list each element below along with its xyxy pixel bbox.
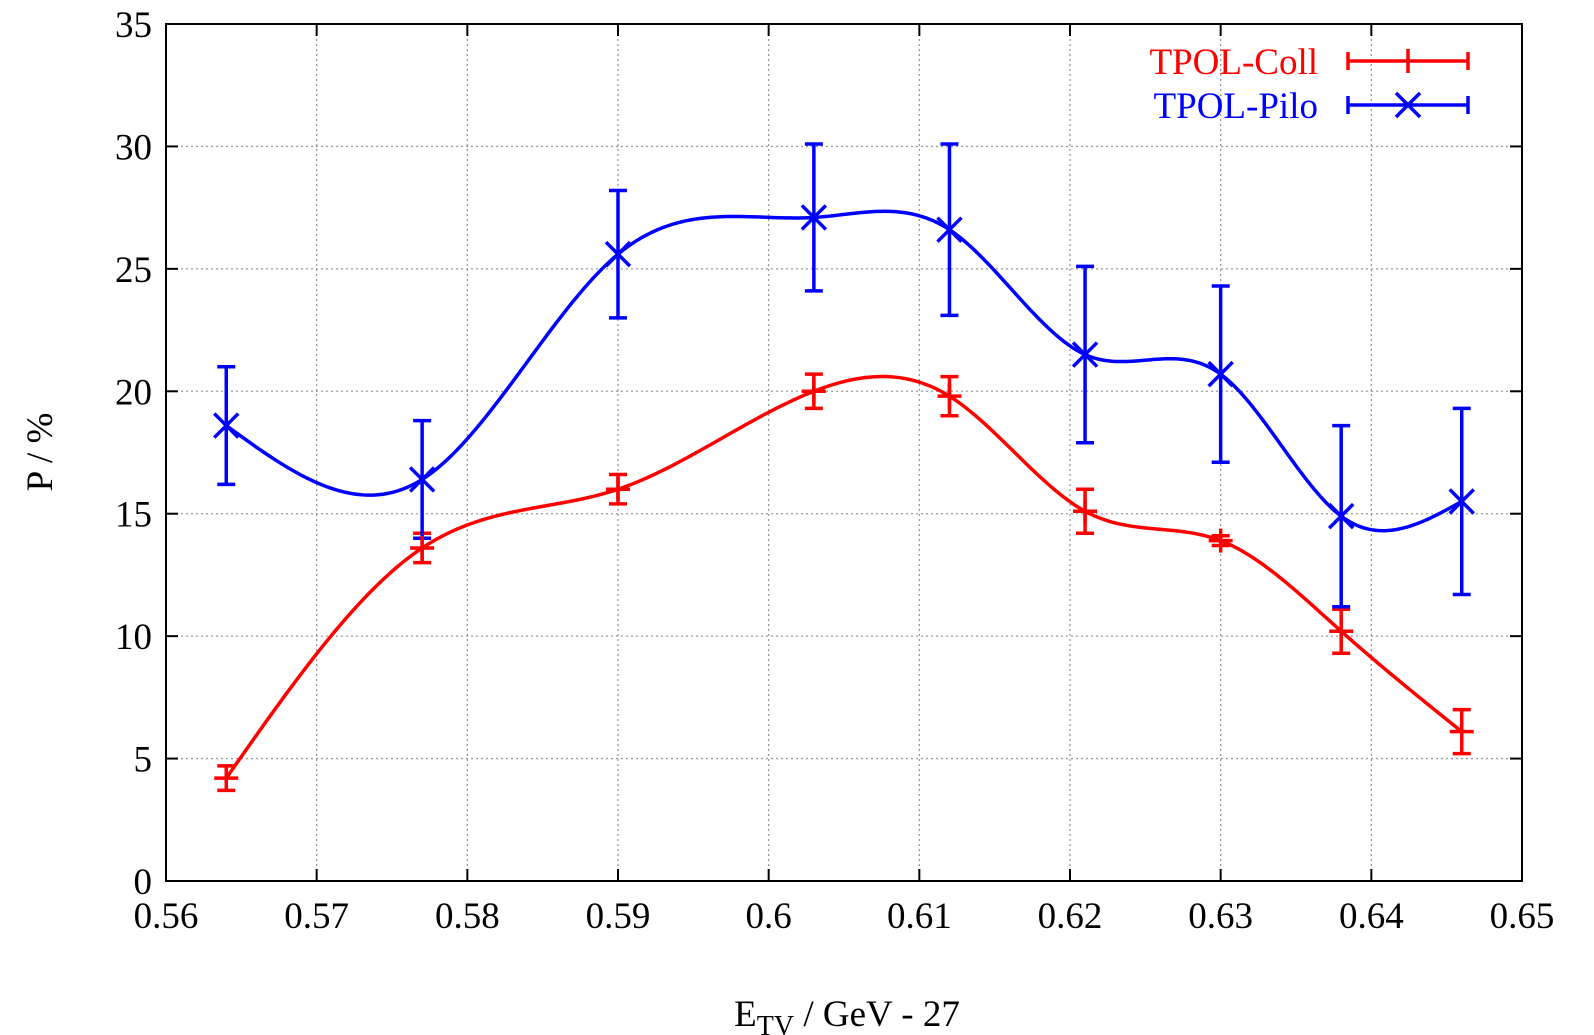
data-point-plus — [937, 384, 962, 409]
data-point-cross — [1207, 360, 1234, 388]
x-axis-label-main: E — [734, 994, 757, 1035]
y-axis-label: P / % — [20, 413, 61, 492]
data-point-cross — [408, 466, 436, 493]
x-tick-label: 0.6 — [746, 896, 792, 937]
x-axis-label: ETV / GeV - 27 — [734, 994, 960, 1035]
x-tick-label: 0.65 — [1490, 896, 1555, 937]
legend-label-tpol-pilo: TPOL-Pilo — [1154, 86, 1318, 127]
data-point-plus — [801, 379, 826, 404]
data-point-cross — [936, 216, 963, 243]
x-tick-label: 0.57 — [284, 896, 349, 937]
x-tick-label: 0.64 — [1339, 896, 1404, 937]
x-tick-label: 0.58 — [435, 896, 500, 937]
data-point-cross — [213, 412, 240, 439]
y-tick-label: 15 — [115, 495, 152, 536]
data-point-plus — [1073, 499, 1098, 524]
y-tick-label: 0 — [134, 862, 153, 903]
data-point-cross — [604, 240, 632, 268]
error-bars — [217, 142, 1471, 793]
legend-marker-cross — [1394, 91, 1422, 119]
y-tick-label: 5 — [134, 740, 153, 781]
data-point-plus — [214, 766, 239, 791]
data-point-plus — [606, 477, 630, 502]
x-axis-label-subscript: TV — [757, 1011, 794, 1035]
axis-ticks — [165, 23, 1523, 882]
data-markers — [213, 204, 1475, 791]
plot-area-frame — [165, 23, 1523, 882]
y-tick-label: 10 — [115, 617, 152, 658]
x-tick-label: 0.61 — [887, 896, 952, 937]
y-tick-label: 30 — [115, 127, 152, 168]
x-tick-label: 0.56 — [134, 896, 199, 937]
grid — [166, 24, 1522, 881]
data-point-cross — [1327, 502, 1355, 530]
y-tick-label: 25 — [115, 250, 152, 291]
data-point-plus — [1329, 619, 1354, 644]
legend-label-tpol-coll: TPOL-Coll — [1149, 42, 1318, 83]
x-tick-label: 0.63 — [1188, 896, 1253, 937]
x-tick-label: 0.59 — [586, 896, 651, 937]
data-point-cross — [1071, 341, 1099, 368]
data-point-plus — [1449, 719, 1474, 744]
y-tick-label: 35 — [115, 5, 152, 46]
series-curve-tpol-pilo — [225, 209, 1463, 533]
data-point-plus — [410, 535, 435, 560]
series-curves — [224, 209, 1463, 780]
data-point-cross — [1448, 488, 1475, 515]
data-point-plus — [1208, 528, 1233, 553]
tick-labels: 0.56 0.57 0.58 0.59 0.6 0.61 0.62 0.63 0.64 0.65 0… — [115, 5, 1554, 937]
data-point-cross — [800, 204, 828, 231]
y-tick-label: 20 — [115, 372, 152, 413]
x-tick-label: 0.62 — [1038, 896, 1103, 937]
x-axis-label-rest: / GeV - 27 — [794, 994, 960, 1035]
